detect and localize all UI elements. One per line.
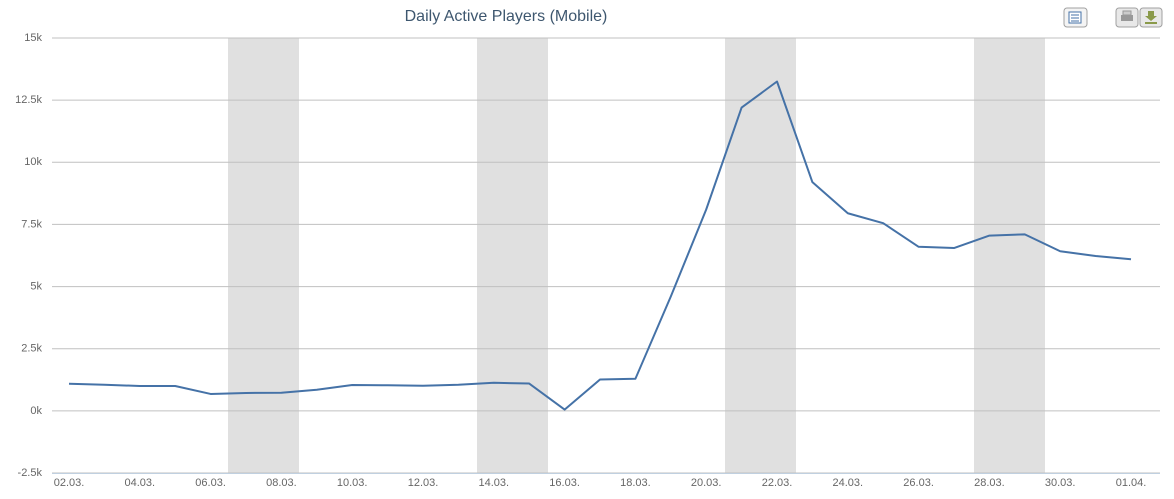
x-tick-label: 14.03.: [479, 477, 510, 489]
x-tick-label: 28.03.: [974, 477, 1005, 489]
chart-title: Daily Active Players (Mobile): [405, 8, 608, 25]
y-tick-label: 7.5k: [21, 218, 42, 230]
x-tick-label: 01.04.: [1116, 477, 1147, 489]
x-tick-label: 18.03.: [620, 477, 651, 489]
plot-band: [974, 38, 1045, 473]
x-tick-label: 12.03.: [408, 477, 439, 489]
x-tick-label: 02.03.: [54, 477, 85, 489]
x-tick-label: 30.03.: [1045, 477, 1076, 489]
plot-band: [228, 38, 299, 473]
weekend-bands: [228, 38, 1045, 473]
x-tick-label: 22.03.: [762, 477, 793, 489]
x-tick-label: 26.03.: [903, 477, 934, 489]
context-button[interactable]: [1063, 7, 1088, 28]
print-button[interactable]: [1115, 7, 1139, 28]
y-tick-label: 15k: [24, 32, 42, 44]
x-tick-label: 20.03.: [691, 477, 722, 489]
x-tick-label: 24.03.: [833, 477, 864, 489]
x-tick-label: 16.03.: [549, 477, 580, 489]
plot-band: [477, 38, 548, 473]
y-tick-label: 5k: [30, 280, 42, 292]
export-button[interactable]: [1139, 7, 1163, 28]
y-tick-label: 2.5k: [21, 343, 42, 355]
x-tick-label: 08.03.: [266, 477, 297, 489]
y-tick-label: 12.5k: [15, 94, 42, 106]
x-tick-label: 04.03.: [125, 477, 156, 489]
data-line: [68, 80, 1132, 411]
x-tick-label: 06.03.: [195, 477, 226, 489]
plot-band: [725, 38, 796, 473]
y-tick-label: -2.5k: [18, 467, 43, 479]
y-tick-label: 10k: [24, 156, 42, 168]
x-tick-label: 10.03.: [337, 477, 368, 489]
y-tick-label: 0k: [30, 405, 42, 417]
